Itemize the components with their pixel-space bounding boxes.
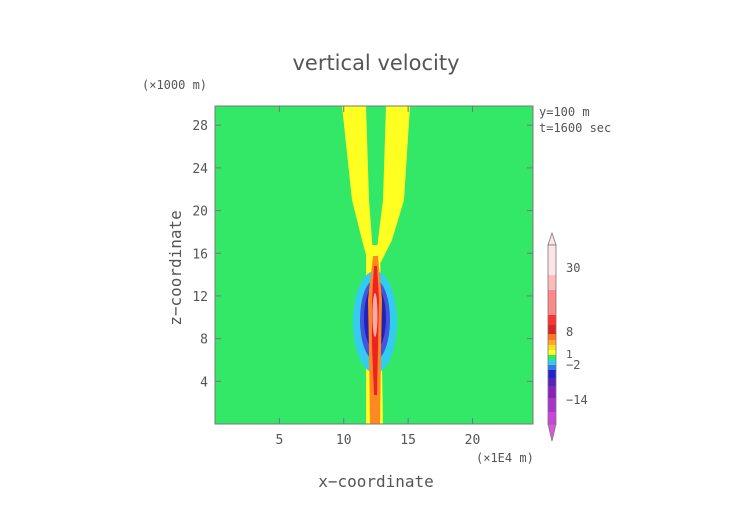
colorbar-top-arrow [547,231,557,246]
colorbar-seg-1 [548,245,556,275]
upper-right-plume [376,106,410,262]
colorbar-label-30: 30 [566,261,580,275]
y-tick-label: 16 [192,247,208,262]
plot-area [214,105,534,425]
upper-left-plume [342,106,373,262]
axis-ticks: 5 10 15 20 4 8 12 16 20 24 28 [192,106,533,448]
y-tick-label: 8 [200,333,208,348]
y-tick-label: 28 [192,119,208,134]
colorbar-label-8: 8 [566,325,573,339]
colorbar-seg-4 [548,315,556,325]
y-tick-label: 12 [192,290,208,305]
colorbar-label-neg2: −2 [566,358,580,372]
colorbar-seg-10 [548,355,556,360]
plot-frame [214,105,534,425]
colorbar: 30 8 1 −2 −14 [547,231,588,442]
colorbar-seg-14 [548,378,556,386]
x-tick-label: 15 [400,433,416,448]
colorbar-seg-15 [548,386,556,398]
y-unit-label: (×1000 m) [142,78,207,92]
colorbar-seg-3 [548,290,556,315]
colorbar-seg-9 [548,350,556,355]
colorbar-seg-13 [548,370,556,378]
x-axis-title: x−coordinate [318,472,434,491]
y-axis-title: z−coordinate [166,210,185,326]
colorbar-seg-2 [548,275,556,290]
y-tick-label: 4 [200,375,208,390]
annotation-t: t=1600 sec [539,121,611,135]
colorbar-seg-5 [548,325,556,334]
colorbar-bottom-arrow [547,423,557,442]
colorbar-seg-6 [548,334,556,340]
colorbar-seg-11 [548,360,556,365]
field-layer [342,106,410,424]
colorbar-label-1: 1 [566,348,573,361]
colorbar-seg-17 [548,412,556,424]
chart-title: vertical velocity [292,51,459,75]
y-tick-label: 20 [192,205,208,220]
colorbar-frame [547,244,557,425]
colorbar-label-neg14: −14 [566,393,588,407]
updraft-peak [372,293,378,337]
x-unit-label: (×1E4 m) [476,451,534,465]
colorbar-seg-7 [548,340,556,345]
colorbar-seg-16 [548,398,556,412]
y-tick-label: 24 [192,162,208,177]
colorbar-seg-8 [548,345,556,350]
colorbar-seg-12 [548,365,556,370]
x-tick-label: 20 [465,433,481,448]
annotation-y: y=100 m [539,105,590,119]
x-tick-label: 10 [336,433,352,448]
x-tick-label: 5 [275,433,283,448]
